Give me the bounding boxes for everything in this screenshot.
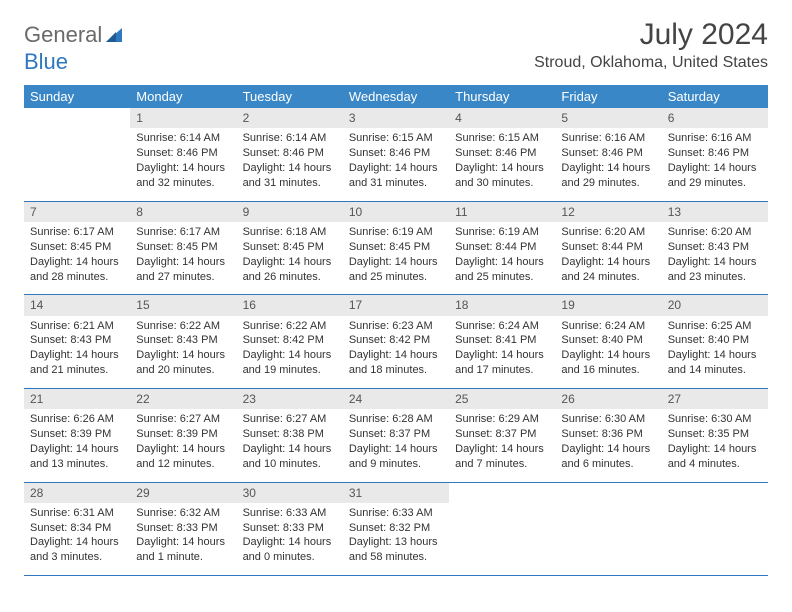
day-number: 13 <box>662 201 768 222</box>
day-content-row: Sunrise: 6:31 AM Sunset: 8:34 PM Dayligh… <box>24 503 768 576</box>
day-number: 24 <box>343 388 449 409</box>
header: General Blue July 2024 Stroud, Oklahoma,… <box>24 18 768 75</box>
day-number <box>449 482 555 503</box>
day-number: 29 <box>130 482 236 503</box>
day-cell: Sunrise: 6:32 AM Sunset: 8:33 PM Dayligh… <box>130 503 236 576</box>
day-number-row: 123456 <box>24 108 768 128</box>
day-content-row: Sunrise: 6:14 AM Sunset: 8:46 PM Dayligh… <box>24 128 768 201</box>
day-cell: Sunrise: 6:27 AM Sunset: 8:39 PM Dayligh… <box>130 409 236 482</box>
day-number: 16 <box>237 295 343 316</box>
day-number: 31 <box>343 482 449 503</box>
day-number: 15 <box>130 295 236 316</box>
day-cell <box>24 128 130 201</box>
day-number: 9 <box>237 201 343 222</box>
day-number <box>24 108 130 128</box>
day-header: Sunday <box>24 85 130 108</box>
day-cell: Sunrise: 6:19 AM Sunset: 8:45 PM Dayligh… <box>343 222 449 295</box>
day-number: 25 <box>449 388 555 409</box>
logo-word-general: General <box>24 22 102 47</box>
day-cell <box>662 503 768 576</box>
day-number <box>555 482 661 503</box>
day-number: 6 <box>662 108 768 128</box>
day-cell: Sunrise: 6:22 AM Sunset: 8:43 PM Dayligh… <box>130 316 236 389</box>
day-cell: Sunrise: 6:15 AM Sunset: 8:46 PM Dayligh… <box>343 128 449 201</box>
day-cell: Sunrise: 6:28 AM Sunset: 8:37 PM Dayligh… <box>343 409 449 482</box>
day-content-row: Sunrise: 6:26 AM Sunset: 8:39 PM Dayligh… <box>24 409 768 482</box>
day-cell: Sunrise: 6:16 AM Sunset: 8:46 PM Dayligh… <box>662 128 768 201</box>
day-cell: Sunrise: 6:22 AM Sunset: 8:42 PM Dayligh… <box>237 316 343 389</box>
day-header: Monday <box>130 85 236 108</box>
day-header-row: Sunday Monday Tuesday Wednesday Thursday… <box>24 85 768 108</box>
day-content-row: Sunrise: 6:21 AM Sunset: 8:43 PM Dayligh… <box>24 316 768 389</box>
day-cell: Sunrise: 6:20 AM Sunset: 8:44 PM Dayligh… <box>555 222 661 295</box>
day-number: 3 <box>343 108 449 128</box>
logo-text: General Blue <box>24 22 124 75</box>
day-cell: Sunrise: 6:26 AM Sunset: 8:39 PM Dayligh… <box>24 409 130 482</box>
location-text: Stroud, Oklahoma, United States <box>534 54 768 72</box>
day-cell: Sunrise: 6:29 AM Sunset: 8:37 PM Dayligh… <box>449 409 555 482</box>
day-cell: Sunrise: 6:30 AM Sunset: 8:35 PM Dayligh… <box>662 409 768 482</box>
day-number: 20 <box>662 295 768 316</box>
day-number: 18 <box>449 295 555 316</box>
day-number: 11 <box>449 201 555 222</box>
day-cell: Sunrise: 6:19 AM Sunset: 8:44 PM Dayligh… <box>449 222 555 295</box>
day-number: 10 <box>343 201 449 222</box>
day-cell: Sunrise: 6:14 AM Sunset: 8:46 PM Dayligh… <box>130 128 236 201</box>
day-number: 5 <box>555 108 661 128</box>
day-cell: Sunrise: 6:14 AM Sunset: 8:46 PM Dayligh… <box>237 128 343 201</box>
day-cell: Sunrise: 6:33 AM Sunset: 8:32 PM Dayligh… <box>343 503 449 576</box>
day-cell: Sunrise: 6:24 AM Sunset: 8:40 PM Dayligh… <box>555 316 661 389</box>
title-block: July 2024 Stroud, Oklahoma, United State… <box>534 18 768 72</box>
day-number: 26 <box>555 388 661 409</box>
day-content-row: Sunrise: 6:17 AM Sunset: 8:45 PM Dayligh… <box>24 222 768 295</box>
day-cell: Sunrise: 6:33 AM Sunset: 8:33 PM Dayligh… <box>237 503 343 576</box>
day-cell: Sunrise: 6:23 AM Sunset: 8:42 PM Dayligh… <box>343 316 449 389</box>
logo-word-blue: Blue <box>24 49 68 74</box>
day-number: 19 <box>555 295 661 316</box>
day-number: 23 <box>237 388 343 409</box>
day-header: Thursday <box>449 85 555 108</box>
day-cell: Sunrise: 6:16 AM Sunset: 8:46 PM Dayligh… <box>555 128 661 201</box>
month-title: July 2024 <box>534 18 768 52</box>
day-cell: Sunrise: 6:25 AM Sunset: 8:40 PM Dayligh… <box>662 316 768 389</box>
day-cell: Sunrise: 6:17 AM Sunset: 8:45 PM Dayligh… <box>130 222 236 295</box>
day-cell <box>449 503 555 576</box>
day-number: 27 <box>662 388 768 409</box>
calendar-table: Sunday Monday Tuesday Wednesday Thursday… <box>24 85 768 576</box>
day-cell: Sunrise: 6:17 AM Sunset: 8:45 PM Dayligh… <box>24 222 130 295</box>
day-number: 30 <box>237 482 343 503</box>
day-cell: Sunrise: 6:18 AM Sunset: 8:45 PM Dayligh… <box>237 222 343 295</box>
day-number: 14 <box>24 295 130 316</box>
logo: General Blue <box>24 18 124 75</box>
day-number-row: 28293031 <box>24 482 768 503</box>
day-number: 4 <box>449 108 555 128</box>
day-header: Friday <box>555 85 661 108</box>
day-number: 12 <box>555 201 661 222</box>
day-header: Tuesday <box>237 85 343 108</box>
day-number: 22 <box>130 388 236 409</box>
day-header: Saturday <box>662 85 768 108</box>
logo-sail-icon <box>104 26 124 49</box>
day-number-row: 14151617181920 <box>24 295 768 316</box>
day-cell: Sunrise: 6:21 AM Sunset: 8:43 PM Dayligh… <box>24 316 130 389</box>
day-number <box>662 482 768 503</box>
day-number: 17 <box>343 295 449 316</box>
day-number-row: 21222324252627 <box>24 388 768 409</box>
day-number: 7 <box>24 201 130 222</box>
day-cell: Sunrise: 6:27 AM Sunset: 8:38 PM Dayligh… <box>237 409 343 482</box>
day-number: 21 <box>24 388 130 409</box>
day-cell: Sunrise: 6:15 AM Sunset: 8:46 PM Dayligh… <box>449 128 555 201</box>
day-number: 28 <box>24 482 130 503</box>
day-cell: Sunrise: 6:30 AM Sunset: 8:36 PM Dayligh… <box>555 409 661 482</box>
day-cell: Sunrise: 6:31 AM Sunset: 8:34 PM Dayligh… <box>24 503 130 576</box>
day-cell: Sunrise: 6:24 AM Sunset: 8:41 PM Dayligh… <box>449 316 555 389</box>
day-number: 1 <box>130 108 236 128</box>
day-cell: Sunrise: 6:20 AM Sunset: 8:43 PM Dayligh… <box>662 222 768 295</box>
day-number: 2 <box>237 108 343 128</box>
day-header: Wednesday <box>343 85 449 108</box>
day-number-row: 78910111213 <box>24 201 768 222</box>
day-number: 8 <box>130 201 236 222</box>
day-cell <box>555 503 661 576</box>
